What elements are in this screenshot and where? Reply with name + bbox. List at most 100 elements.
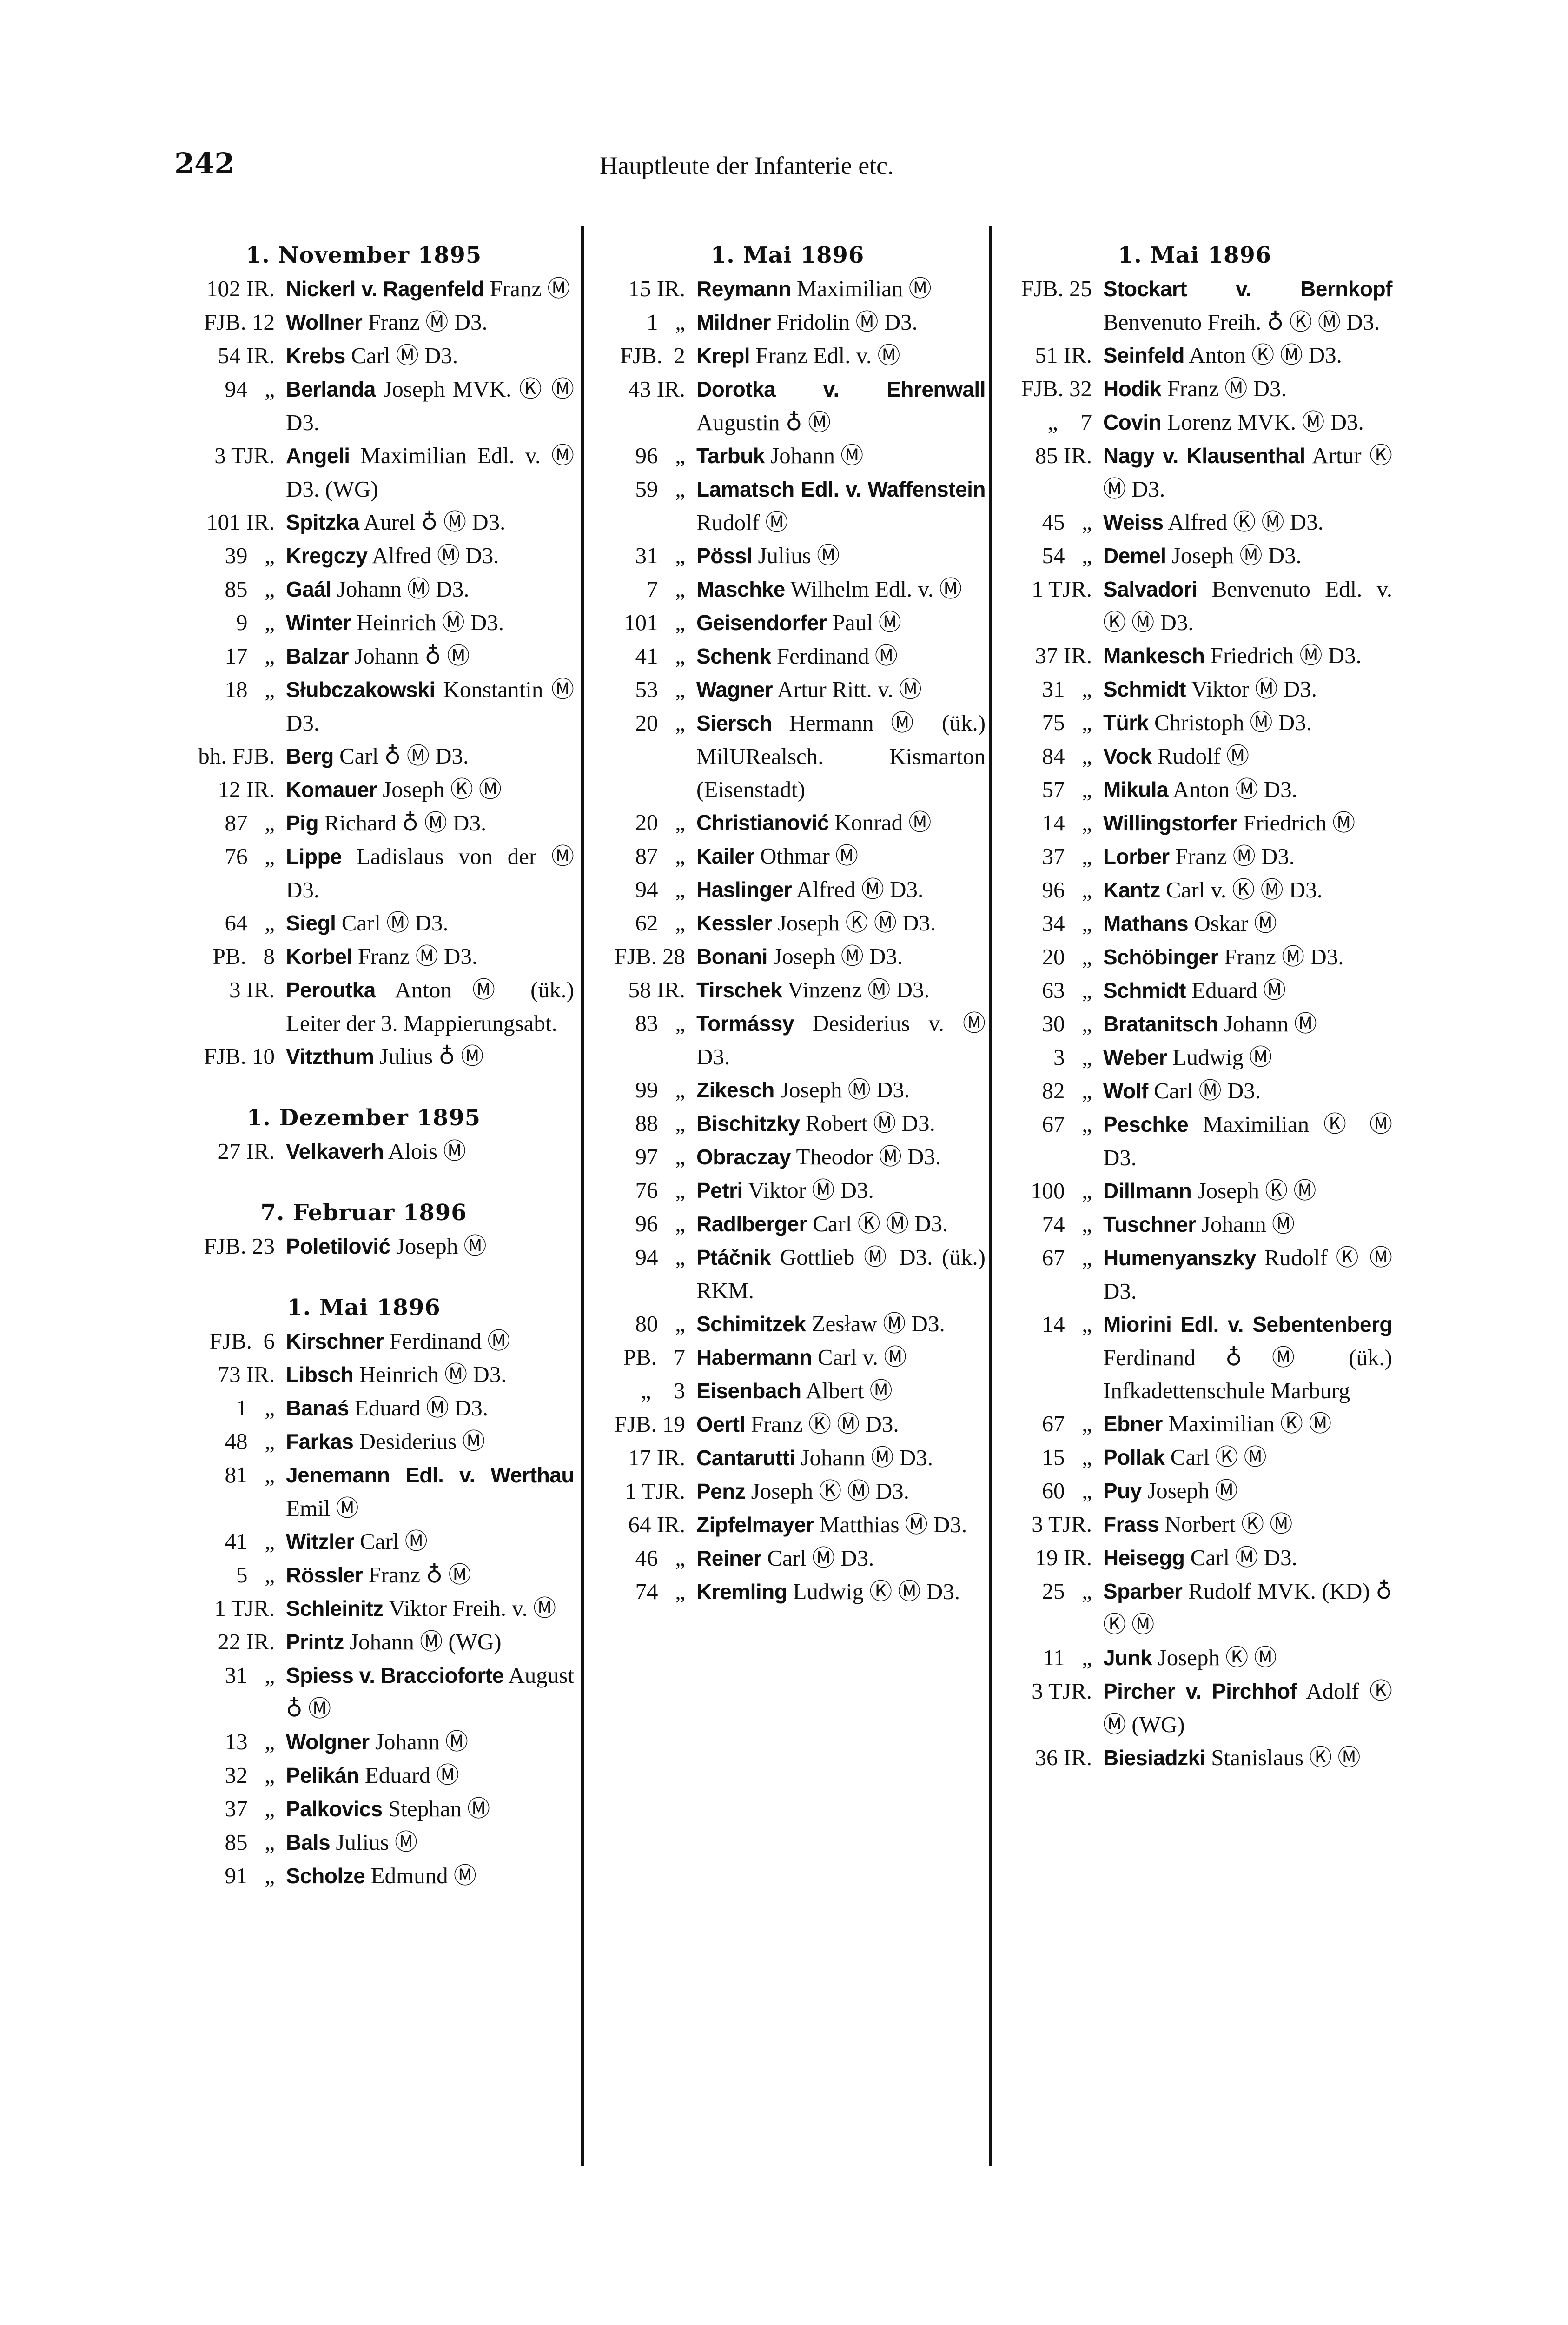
officer-details: Alfred Ⓚ Ⓜ D3.: [1168, 509, 1323, 535]
officer-surname: Scholze: [286, 1864, 365, 1888]
regiment-ref: 36 IR.: [1035, 1745, 1092, 1770]
officer-details: Anton Ⓚ Ⓜ D3.: [1189, 342, 1342, 368]
list-item: FJB. 10 Vitzthum Julius ♁ Ⓜ: [153, 1040, 574, 1073]
officer-details: Franz Ⓜ D3.: [1224, 944, 1344, 970]
regiment-ref: 17 „: [225, 643, 275, 669]
officer-surname: Farkas: [286, 1429, 354, 1454]
officer-surname: Junk: [1103, 1646, 1152, 1670]
regiment-ref: bh. FJB.: [198, 743, 275, 769]
entry-text: Kregczy Alfred Ⓜ D3.: [286, 539, 574, 572]
officer-details: Carl Ⓜ D3.: [1190, 1545, 1297, 1570]
officer-details: Franz Ⓚ Ⓜ D3.: [751, 1411, 899, 1437]
officer-surname: Kailer: [696, 844, 754, 868]
list-item: 31 „ Pössl Julius Ⓜ: [589, 539, 986, 572]
list-item: 1 TJR. Salvadori Benvenuto Edl. v. Ⓚ Ⓜ D3…: [997, 572, 1392, 639]
regiment-ref: 43 IR.: [628, 376, 686, 402]
list-item: 99 „ Zikesch Joseph Ⓜ D3.: [589, 1073, 986, 1107]
officer-details: Franz Ⓜ: [490, 276, 570, 301]
regiment-ref: 1 „: [236, 1395, 275, 1421]
list-item: 67 „ Humenyanszky Rudolf Ⓚ Ⓜ D3.: [997, 1241, 1393, 1308]
officer-surname: Frass: [1103, 1512, 1159, 1536]
officer-surname: Eisenbach: [696, 1379, 801, 1403]
regiment-ref: 25 „: [1042, 1578, 1092, 1604]
entry-text: Lamatsch Edl. v. Waffenstein Rudolf Ⓜ: [696, 472, 986, 539]
regiment-ref: 7 „: [647, 576, 685, 602]
officer-details: Johann Ⓜ D3.: [801, 1445, 933, 1470]
section-heading: 7. Februar 1896: [260, 1200, 467, 1226]
regiment-ref: 15 IR.: [628, 276, 686, 301]
list-item: FJB. 25 Stockart v. Bernkopf Benvenuto Fr…: [997, 272, 1392, 339]
list-item: 3 „ Weber Ludwig Ⓜ: [997, 1041, 1392, 1074]
entry-text: Schenk Ferdinand Ⓜ: [696, 639, 986, 673]
officer-details: Alfred Ⓜ D3.: [796, 877, 924, 902]
officer-surname: Printz: [286, 1630, 344, 1654]
list-item: 20 „ Siersch Hermann Ⓜ (ük.) MilURealsch.…: [589, 706, 986, 806]
regiment-ref: 101 „: [624, 610, 685, 635]
officer-surname: Zipfelmayer: [696, 1513, 814, 1537]
regiment-ref: 51 IR.: [1035, 342, 1092, 368]
officer-surname: Krepl: [696, 344, 750, 368]
officer-details: Johann ♁ Ⓜ: [354, 643, 470, 669]
regiment-ref: 3 TJR.: [1032, 1511, 1092, 1537]
entry-text: Zipfelmayer Matthias Ⓜ D3.: [696, 1508, 986, 1541]
list-item: 3 TJR. Pircher v. Pirchhof Adolf Ⓚ Ⓜ (WG): [997, 1674, 1392, 1741]
list-item: 81 „ Jenemann Edl. v. Wer­thau Emil Ⓜ: [153, 1458, 575, 1525]
regiment-ref: PB. 7: [623, 1344, 685, 1370]
list-item: 54 „ Demel Joseph Ⓜ D3.: [997, 539, 1392, 572]
entry-text: Reymann Maximilian Ⓜ: [696, 272, 986, 306]
list-item: 85 „ Gaál Johann Ⓜ D3.: [153, 572, 574, 606]
officer-details: Heinrich Ⓜ D3.: [356, 610, 504, 635]
regiment-ref: 82 „: [1042, 1078, 1092, 1103]
regiment-ref: 85 „: [225, 1829, 275, 1855]
entry-text: Jenemann Edl. v. Wer­thau Emil Ⓜ: [286, 1458, 575, 1525]
regiment-ref: 64 IR.: [628, 1512, 686, 1537]
officer-surname: Pircher v. Pirchhof: [1103, 1679, 1297, 1703]
regiment-ref: 32 „: [225, 1762, 275, 1788]
entry-text: Petri Viktor Ⓜ D3.: [696, 1174, 986, 1207]
officer-details: Carl Ⓚ Ⓜ: [1170, 1444, 1267, 1470]
entry-text: Wollner Franz Ⓜ D3.: [286, 306, 574, 339]
list-item: 96 „ Radlberger Carl Ⓚ Ⓜ D3.: [589, 1207, 986, 1241]
list-item: FJB. 28 Bonani Joseph Ⓜ D3.: [589, 940, 986, 973]
officer-details: Emil Ⓜ: [286, 1495, 359, 1521]
entry-text: Cantarutti Johann Ⓜ D3.: [696, 1441, 986, 1475]
list-item: 17 IR. Cantarutti Johann Ⓜ D3.: [589, 1441, 986, 1475]
entry-text: Wolf Carl Ⓜ D3.: [1103, 1074, 1392, 1108]
regiment-ref: 74 „: [635, 1579, 686, 1604]
page-number: 242: [174, 146, 235, 180]
regiment-ref: 20 „: [1042, 944, 1092, 970]
regiment-ref: 63 „: [1042, 977, 1092, 1003]
officer-surname: Stockart v. Bernkopf: [1103, 277, 1393, 301]
regiment-ref: 96 „: [635, 443, 686, 468]
entry-text: Zikesch Joseph Ⓜ D3.: [696, 1073, 986, 1107]
officer-surname: Palkovics: [286, 1797, 383, 1821]
regiment-ref: 97 „: [635, 1144, 686, 1169]
officer-surname: Dillmann: [1103, 1179, 1192, 1203]
entry-text: Ptáčnik Gottlieb Ⓜ D3. (ük.) RKM.: [696, 1241, 986, 1307]
list-item: FJB. 6 Kirschner Ferdinand Ⓜ: [153, 1324, 574, 1358]
regiment-ref: 84 „: [1042, 743, 1092, 769]
officer-surname: Habermann: [696, 1345, 812, 1369]
regiment-ref: 102 IR.: [206, 276, 275, 301]
regiment-ref: 58 IR.: [628, 977, 686, 1003]
regiment-ref: 46 „: [635, 1545, 686, 1571]
entry-text: Kremling Ludwig Ⓚ Ⓜ D3.: [696, 1575, 986, 1608]
regiment-ref: 12 IR.: [218, 777, 275, 802]
list-item: 85 „ Bals Julius Ⓜ: [153, 1826, 574, 1859]
list-item: 31 „ Schmidt Viktor Ⓜ D3.: [997, 672, 1392, 706]
officer-details: Anton Ⓜ D3.: [1172, 777, 1297, 802]
officer-surname: Banaś: [286, 1396, 349, 1420]
list-item: 57 „ Mikula Anton Ⓜ D3.: [997, 773, 1392, 806]
column-1: 1. November 1895 102 IR. Nickerl v. Ragenf…: [153, 235, 574, 1893]
officer-surname: Tirschek: [696, 978, 782, 1002]
regiment-ref: 17 IR.: [628, 1445, 686, 1470]
officer-details: Norbert Ⓚ Ⓜ: [1164, 1511, 1293, 1537]
officer-surname: Schimitzek: [696, 1312, 806, 1336]
list-item: 73 IR. Libsch Heinrich Ⓜ D3.: [153, 1358, 574, 1391]
officer-details: Aurel ♁ Ⓜ D3.: [364, 509, 506, 535]
officer-details: Maximilian Ⓜ: [796, 276, 932, 301]
officer-details: Othmar Ⓜ: [760, 843, 859, 869]
entry-text: Angeli Maximilian Edl. v. Ⓜ D3. (WG): [286, 439, 574, 505]
entry-text: Pelikán Eduard Ⓜ: [286, 1759, 574, 1792]
list-item: 102 IR. Nickerl v. Ragenfeld Franz Ⓜ: [153, 272, 574, 306]
